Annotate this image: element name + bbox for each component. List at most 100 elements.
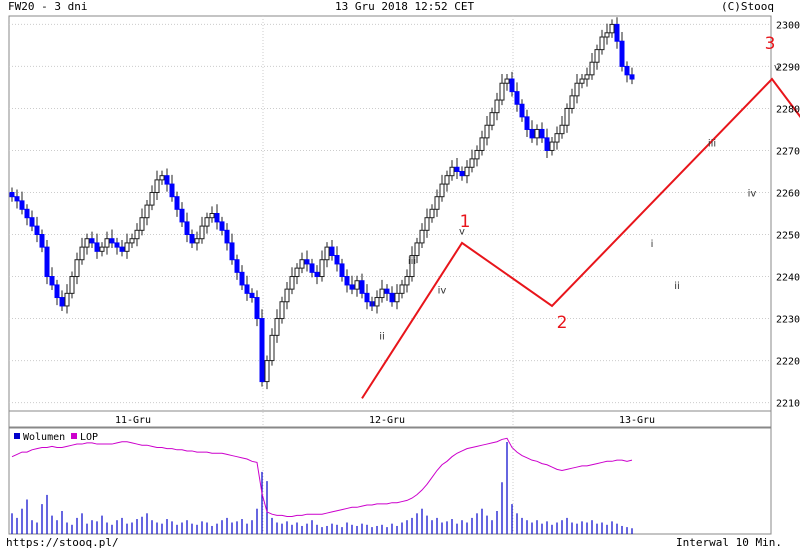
candle-body [349,284,355,290]
candle-body [74,259,80,278]
subwave-label: iv [748,189,757,200]
candle-body [434,196,440,210]
candle-body [514,91,520,105]
candle-body [399,284,405,294]
candle-body [589,61,595,76]
candle-body [544,137,550,151]
wave-label: 1 [460,212,471,232]
candle-body [564,107,570,126]
candle-body [629,74,635,80]
x-tick-label: 11-Gru [115,415,151,426]
candle-body [154,179,160,193]
candle-body [264,360,270,383]
candle-body [429,208,435,219]
candle-body [414,242,420,257]
y-tick-label: 2270 [776,146,800,157]
candle-body [539,128,545,139]
legend-swatch [71,433,77,439]
candle-body [184,221,190,236]
candle-body [304,259,310,265]
candle-body [39,234,45,248]
subwave-label: ii [379,332,385,343]
subwave-label: iii [408,256,416,267]
candle-body [509,78,515,93]
candle-body [464,166,470,177]
candle-body [274,318,280,336]
candle-body [224,229,230,244]
candle-body [359,280,365,294]
legend-label: LOP [80,432,98,443]
copyright: (C)Stooq [721,0,774,13]
candle-body [159,175,165,181]
candle-body [329,246,335,257]
y-tick-label: 2250 [776,231,800,242]
candle-body [234,259,240,273]
candle-body [94,242,100,252]
candle-body [89,238,95,244]
candle-body [144,204,150,219]
candle-body [9,191,15,198]
candle-body [254,297,260,320]
candle-body [369,301,375,307]
candle-body [569,95,575,109]
candle-body [469,158,475,168]
candle-body [199,225,205,240]
candle-body [134,229,140,240]
candle-body [494,99,500,114]
candle-body [299,259,305,269]
candle-body [219,221,225,231]
y-tick-label: 2220 [776,357,800,368]
candle-body [19,200,25,210]
candle-body [354,280,360,290]
interval-label: Interwal 10 Min. [676,536,782,549]
candle-body [124,242,130,252]
subwave-label: ii [674,281,680,292]
candle-body [584,74,590,80]
y-tick-label: 2230 [776,315,800,326]
candle-body [314,271,320,278]
y-tick-label: 2290 [776,62,800,73]
candle-body [439,183,445,198]
candle-body [54,284,60,299]
candle-body [549,141,555,151]
candle-body [554,133,560,143]
subwave-label: i [371,298,374,309]
candle-body [594,49,600,63]
candle-body [409,255,415,278]
candle-body [344,276,350,286]
candle-body [574,82,580,97]
source-url[interactable]: https://stooq.pl/ [6,536,119,549]
candle-body [559,124,565,135]
candle-body [34,225,40,236]
candle-body [189,234,195,244]
candle-body [214,213,220,223]
candle-body [14,196,20,202]
candle-body [524,116,530,130]
candle-body [139,217,145,231]
candle-body [49,276,55,286]
candle-body [519,103,525,118]
candle-body [609,23,615,34]
candle-body [229,242,235,261]
y-tick-label: 2210 [776,399,800,410]
date-axis-band [8,410,772,428]
candle-body [209,213,215,219]
candle-body [59,297,65,307]
candle-body [364,292,370,303]
candle-body [149,191,155,206]
candle-body [534,128,540,139]
chart-datetime: 13 Gru 2018 12:52 CET [335,0,475,13]
candle-body [79,246,85,261]
candle-body [449,166,455,177]
elliott-wave-line [361,77,800,399]
candle-body [459,170,465,177]
candle-body [624,65,630,76]
candle-body [374,297,380,307]
candle-body [454,166,460,172]
candle-body [279,301,285,320]
candle-body [204,217,210,227]
candle-body [379,288,385,299]
volume-plot-frame [8,427,772,535]
candle-body [444,175,450,185]
